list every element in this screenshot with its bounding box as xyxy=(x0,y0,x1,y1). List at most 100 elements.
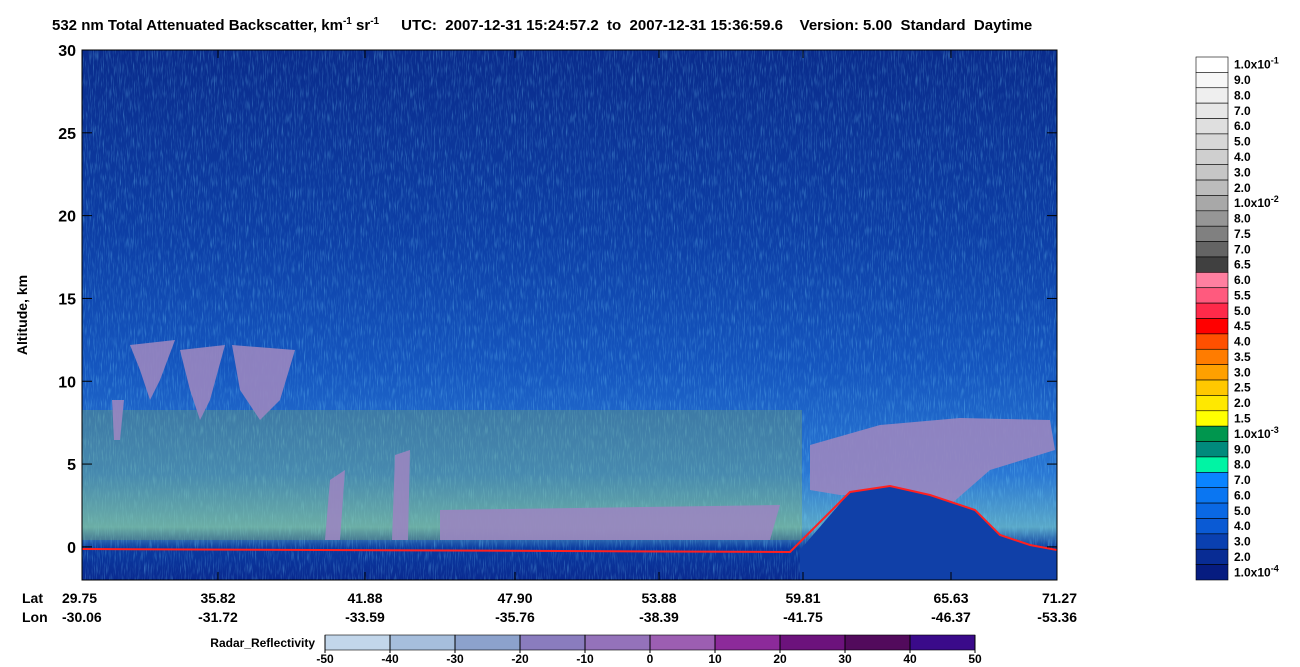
colorbar-swatch xyxy=(1195,548,1229,565)
plot-frame xyxy=(81,49,1058,581)
colorbar-swatch xyxy=(1195,302,1229,319)
colorbar-swatch xyxy=(1195,287,1229,304)
title-unit: sr xyxy=(352,17,371,34)
lon-tick-label: -30.06 xyxy=(62,609,102,625)
radar-colorbar-swatch xyxy=(519,634,586,651)
radar-colorbar-tick-label: 40 xyxy=(903,652,917,666)
lat-tick-label: 65.63 xyxy=(933,590,968,606)
colorbar-label: 5.0 xyxy=(1234,304,1251,318)
colorbar-label-text: 5.0 xyxy=(1234,304,1251,318)
colorbar-swatch xyxy=(1195,148,1229,165)
colorbar-label: 3.5 xyxy=(1234,350,1251,364)
colorbar-label: 1.0x10-4 xyxy=(1234,563,1279,579)
colorbar-label-text: 2.0 xyxy=(1234,396,1251,410)
colorbar-label: 1.0x10-3 xyxy=(1234,425,1279,441)
colorbar-label-text: 3.0 xyxy=(1234,165,1251,179)
lat-tick-label: 47.90 xyxy=(497,590,532,606)
colorbar-label: 4.0 xyxy=(1234,335,1251,349)
radar-colorbar-tick-label: 30 xyxy=(838,652,852,666)
colorbar-label-text: 7.0 xyxy=(1234,242,1251,256)
colorbar-label-text: 9.0 xyxy=(1234,73,1251,87)
colorbar-label-text: 2.5 xyxy=(1234,381,1251,395)
colorbar-swatch xyxy=(1195,441,1229,458)
colorbar-label: 5.0 xyxy=(1234,135,1251,149)
lat-tick-label: 35.82 xyxy=(200,590,235,606)
colorbar-label-text: 1.0x10 xyxy=(1234,58,1271,72)
radar-colorbar-swatch xyxy=(779,634,846,651)
radar-colorbar-swatch xyxy=(389,634,456,651)
lon-tick-label: -41.75 xyxy=(783,609,823,625)
radar-colorbar-tick-label: 20 xyxy=(773,652,787,666)
colorbar-label-text: 6.0 xyxy=(1234,488,1251,502)
colorbar-label: 8.0 xyxy=(1234,458,1251,472)
colorbar-swatch xyxy=(1195,410,1229,427)
colorbar-label: 4.0 xyxy=(1234,519,1251,533)
colorbar-swatch xyxy=(1195,56,1229,73)
colorbar-label: 9.0 xyxy=(1234,442,1251,456)
colorbar-label: 1.0x10-2 xyxy=(1234,194,1279,210)
y-tick-label: 0 xyxy=(67,540,76,557)
colorbar-label-text: 1.5 xyxy=(1234,411,1251,425)
colorbar-label: 2.0 xyxy=(1234,396,1251,410)
colorbar-label-text: 6.0 xyxy=(1234,273,1251,287)
colorbar-label-text: 3.0 xyxy=(1234,535,1251,549)
lat-tick-label: 53.88 xyxy=(641,590,676,606)
lon-tick-label: -35.76 xyxy=(495,609,535,625)
colorbar-label: 2.0 xyxy=(1234,181,1251,195)
colorbar-label: 3.0 xyxy=(1234,365,1251,379)
radar-colorbar-swatch xyxy=(649,634,716,651)
colorbar-swatch xyxy=(1195,395,1229,412)
colorbar-label: 6.0 xyxy=(1234,119,1251,133)
colorbar-label: 4.0 xyxy=(1234,150,1251,164)
lon-tick-label: -33.59 xyxy=(345,609,385,625)
colorbar-swatch xyxy=(1195,364,1229,381)
colorbar-swatch xyxy=(1195,318,1229,335)
colorbar-swatch xyxy=(1195,133,1229,150)
lon-label: Lon xyxy=(22,609,48,625)
lon-tick-label: -46.37 xyxy=(931,609,971,625)
lat-label: Lat xyxy=(22,590,43,606)
colorbar-label-text: 8.0 xyxy=(1234,212,1251,226)
radar-colorbar-tick-label: 10 xyxy=(708,652,722,666)
colorbar-swatch xyxy=(1195,518,1229,535)
colorbar-swatch xyxy=(1195,225,1229,242)
colorbar-label: 8.0 xyxy=(1234,88,1251,102)
title-info: UTC: 2007-12-31 15:24:57.2 to 2007-12-31… xyxy=(401,17,1032,34)
colorbar-label-text: 6.0 xyxy=(1234,119,1251,133)
colorbar-label-text: 5.5 xyxy=(1234,288,1251,302)
colorbar-swatch xyxy=(1195,333,1229,350)
y-axis-label: Altitude, km xyxy=(14,275,30,355)
colorbar-label-text: 4.0 xyxy=(1234,150,1251,164)
colorbar-swatch xyxy=(1195,487,1229,504)
radar-colorbar-tick-label: -30 xyxy=(446,652,464,666)
radar-colorbar-swatch xyxy=(584,634,651,651)
radar-colorbar-swatch xyxy=(324,634,391,651)
colorbar-label-exponent: -2 xyxy=(1271,194,1279,204)
colorbar-label-text: 5.0 xyxy=(1234,135,1251,149)
chart-title: 532 nm Total Attenuated Backscatter, km-… xyxy=(52,16,1032,34)
colorbar-swatch xyxy=(1195,241,1229,258)
colorbar-label: 8.0 xyxy=(1234,212,1251,226)
colorbar-swatch xyxy=(1195,272,1229,289)
radar-colorbar-tick-label: -20 xyxy=(511,652,529,666)
colorbar-swatch xyxy=(1195,102,1229,119)
colorbar-label: 4.5 xyxy=(1234,319,1251,333)
colorbar-label-text: 4.5 xyxy=(1234,319,1251,333)
colorbar-swatch xyxy=(1195,118,1229,135)
title-superscript: -1 xyxy=(343,16,352,27)
colorbar-swatch xyxy=(1195,564,1229,581)
colorbar-label-text: 7.0 xyxy=(1234,473,1251,487)
colorbar-label: 7.0 xyxy=(1234,473,1251,487)
colorbar-label-text: 7.0 xyxy=(1234,104,1251,118)
colorbar-label: 3.0 xyxy=(1234,535,1251,549)
lon-tick-label: -31.72 xyxy=(198,609,238,625)
colorbar-label: 7.0 xyxy=(1234,104,1251,118)
colorbar-label: 2.5 xyxy=(1234,381,1251,395)
radar-colorbar-label: Radar_Reflectivity xyxy=(210,636,315,650)
colorbar-label-text: 5.0 xyxy=(1234,504,1251,518)
colorbar-label-text: 8.0 xyxy=(1234,88,1251,102)
colorbar-swatch xyxy=(1195,348,1229,365)
colorbar-label-text: 1.0x10 xyxy=(1234,565,1271,579)
colorbar-label-text: 6.5 xyxy=(1234,258,1251,272)
